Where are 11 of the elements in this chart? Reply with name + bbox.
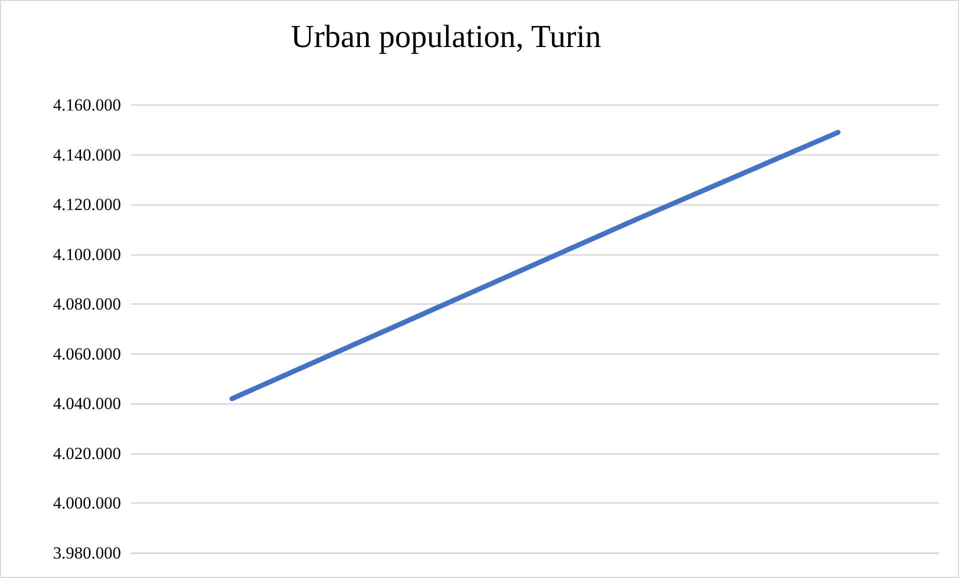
y-tick-label: 4.020.000 [53,444,121,463]
y-tick-label: 4.120.000 [53,195,121,214]
y-tick-label: 4.160.000 [53,96,121,114]
y-tick-label: 4.140.000 [53,145,121,164]
chart-title: Urban population, Turin [290,18,602,54]
y-tick-label: 4.060.000 [53,344,121,364]
y-tick-label: 4.040.000 [53,394,121,414]
y-tick-label: 3.980.000 [53,544,121,562]
y-tick-label: 4.000.000 [53,494,121,513]
y-tick-label: 4.080.000 [53,294,121,314]
y-tick-label: 4.100.000 [53,244,121,264]
